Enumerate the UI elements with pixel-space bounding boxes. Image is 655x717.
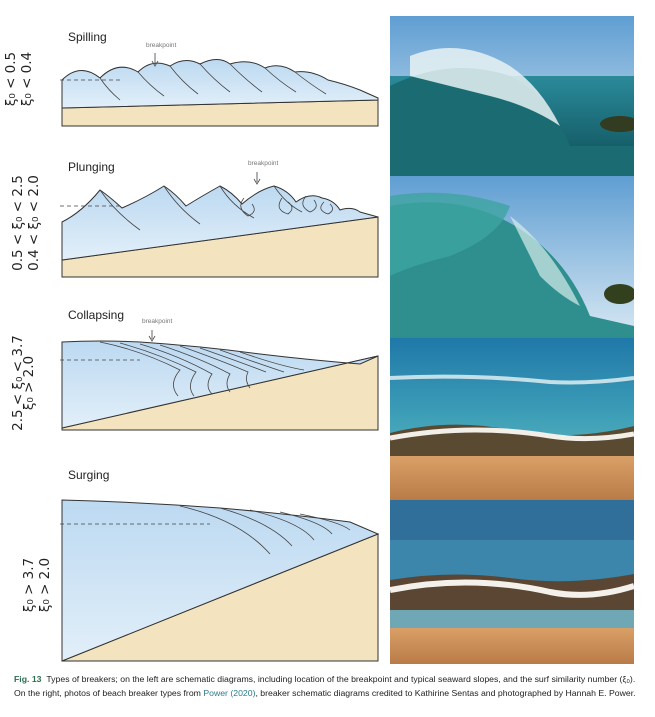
spilling-breakpoint-label: breakpoint xyxy=(146,42,177,49)
plunging-panel: 0.5 < ξ₀ < 2.5 0.4 < ξ₀ < 2.0 Plunging b… xyxy=(0,150,390,290)
collapsing-title: Collapsing xyxy=(68,308,125,322)
plunging-wave-photo xyxy=(390,176,634,338)
spilling-diagram xyxy=(60,53,379,127)
plunging-diagram xyxy=(60,172,379,278)
collapsing-panel: 2.5 < ξ₀ < 3.7 ξ₀ > 2.0 Collapsing break… xyxy=(0,300,390,450)
spilling-panel: ξ₀ < 0.5 ξ₀ < 0.4 Spilling breakpoint xyxy=(0,0,390,160)
power-2020-link[interactable]: Power (2020) xyxy=(203,688,256,698)
surging-condition-a: ξ₀ > 3.7 xyxy=(21,557,38,613)
figure-caption: Fig. 13 Types of breakers; on the left a… xyxy=(14,672,644,700)
plunging-condition-b: 0.4 < ξ₀ < 2.0 xyxy=(25,175,42,271)
surging-wave-photo xyxy=(390,500,634,664)
caption-text-2: On the right, photos of beach breaker ty… xyxy=(14,688,201,698)
plunging-condition-a: 0.5 < ξ₀ < 2.5 xyxy=(9,175,26,271)
surging-title: Surging xyxy=(68,468,110,482)
collapsing-diagram xyxy=(60,330,379,431)
spilling-condition-a: ξ₀ < 0.5 xyxy=(3,51,20,107)
surging-condition-b: ξ₀ > 2.0 xyxy=(37,557,54,613)
spilling-title: Spilling xyxy=(68,30,107,44)
caption-text-3: , breaker schematic diagrams credited to… xyxy=(255,688,636,698)
plunging-breakpoint-label: breakpoint xyxy=(248,160,279,167)
surging-panel: ξ₀ > 3.7 ξ₀ > 2.0 Surging xyxy=(0,460,390,662)
spilling-wave-photo xyxy=(390,16,634,176)
collapsing-condition-b: ξ₀ > 2.0 xyxy=(21,355,38,411)
spilling-condition-b: ξ₀ < 0.4 xyxy=(19,51,36,107)
plunging-title: Plunging xyxy=(68,160,115,174)
collapsing-breakpoint-label: breakpoint xyxy=(142,318,173,325)
figure-label: Fig. 13 xyxy=(14,674,42,684)
collapsing-wave-photo xyxy=(390,338,634,500)
surging-diagram xyxy=(60,499,380,662)
caption-text-1: Types of breakers; on the left are schem… xyxy=(46,674,636,684)
